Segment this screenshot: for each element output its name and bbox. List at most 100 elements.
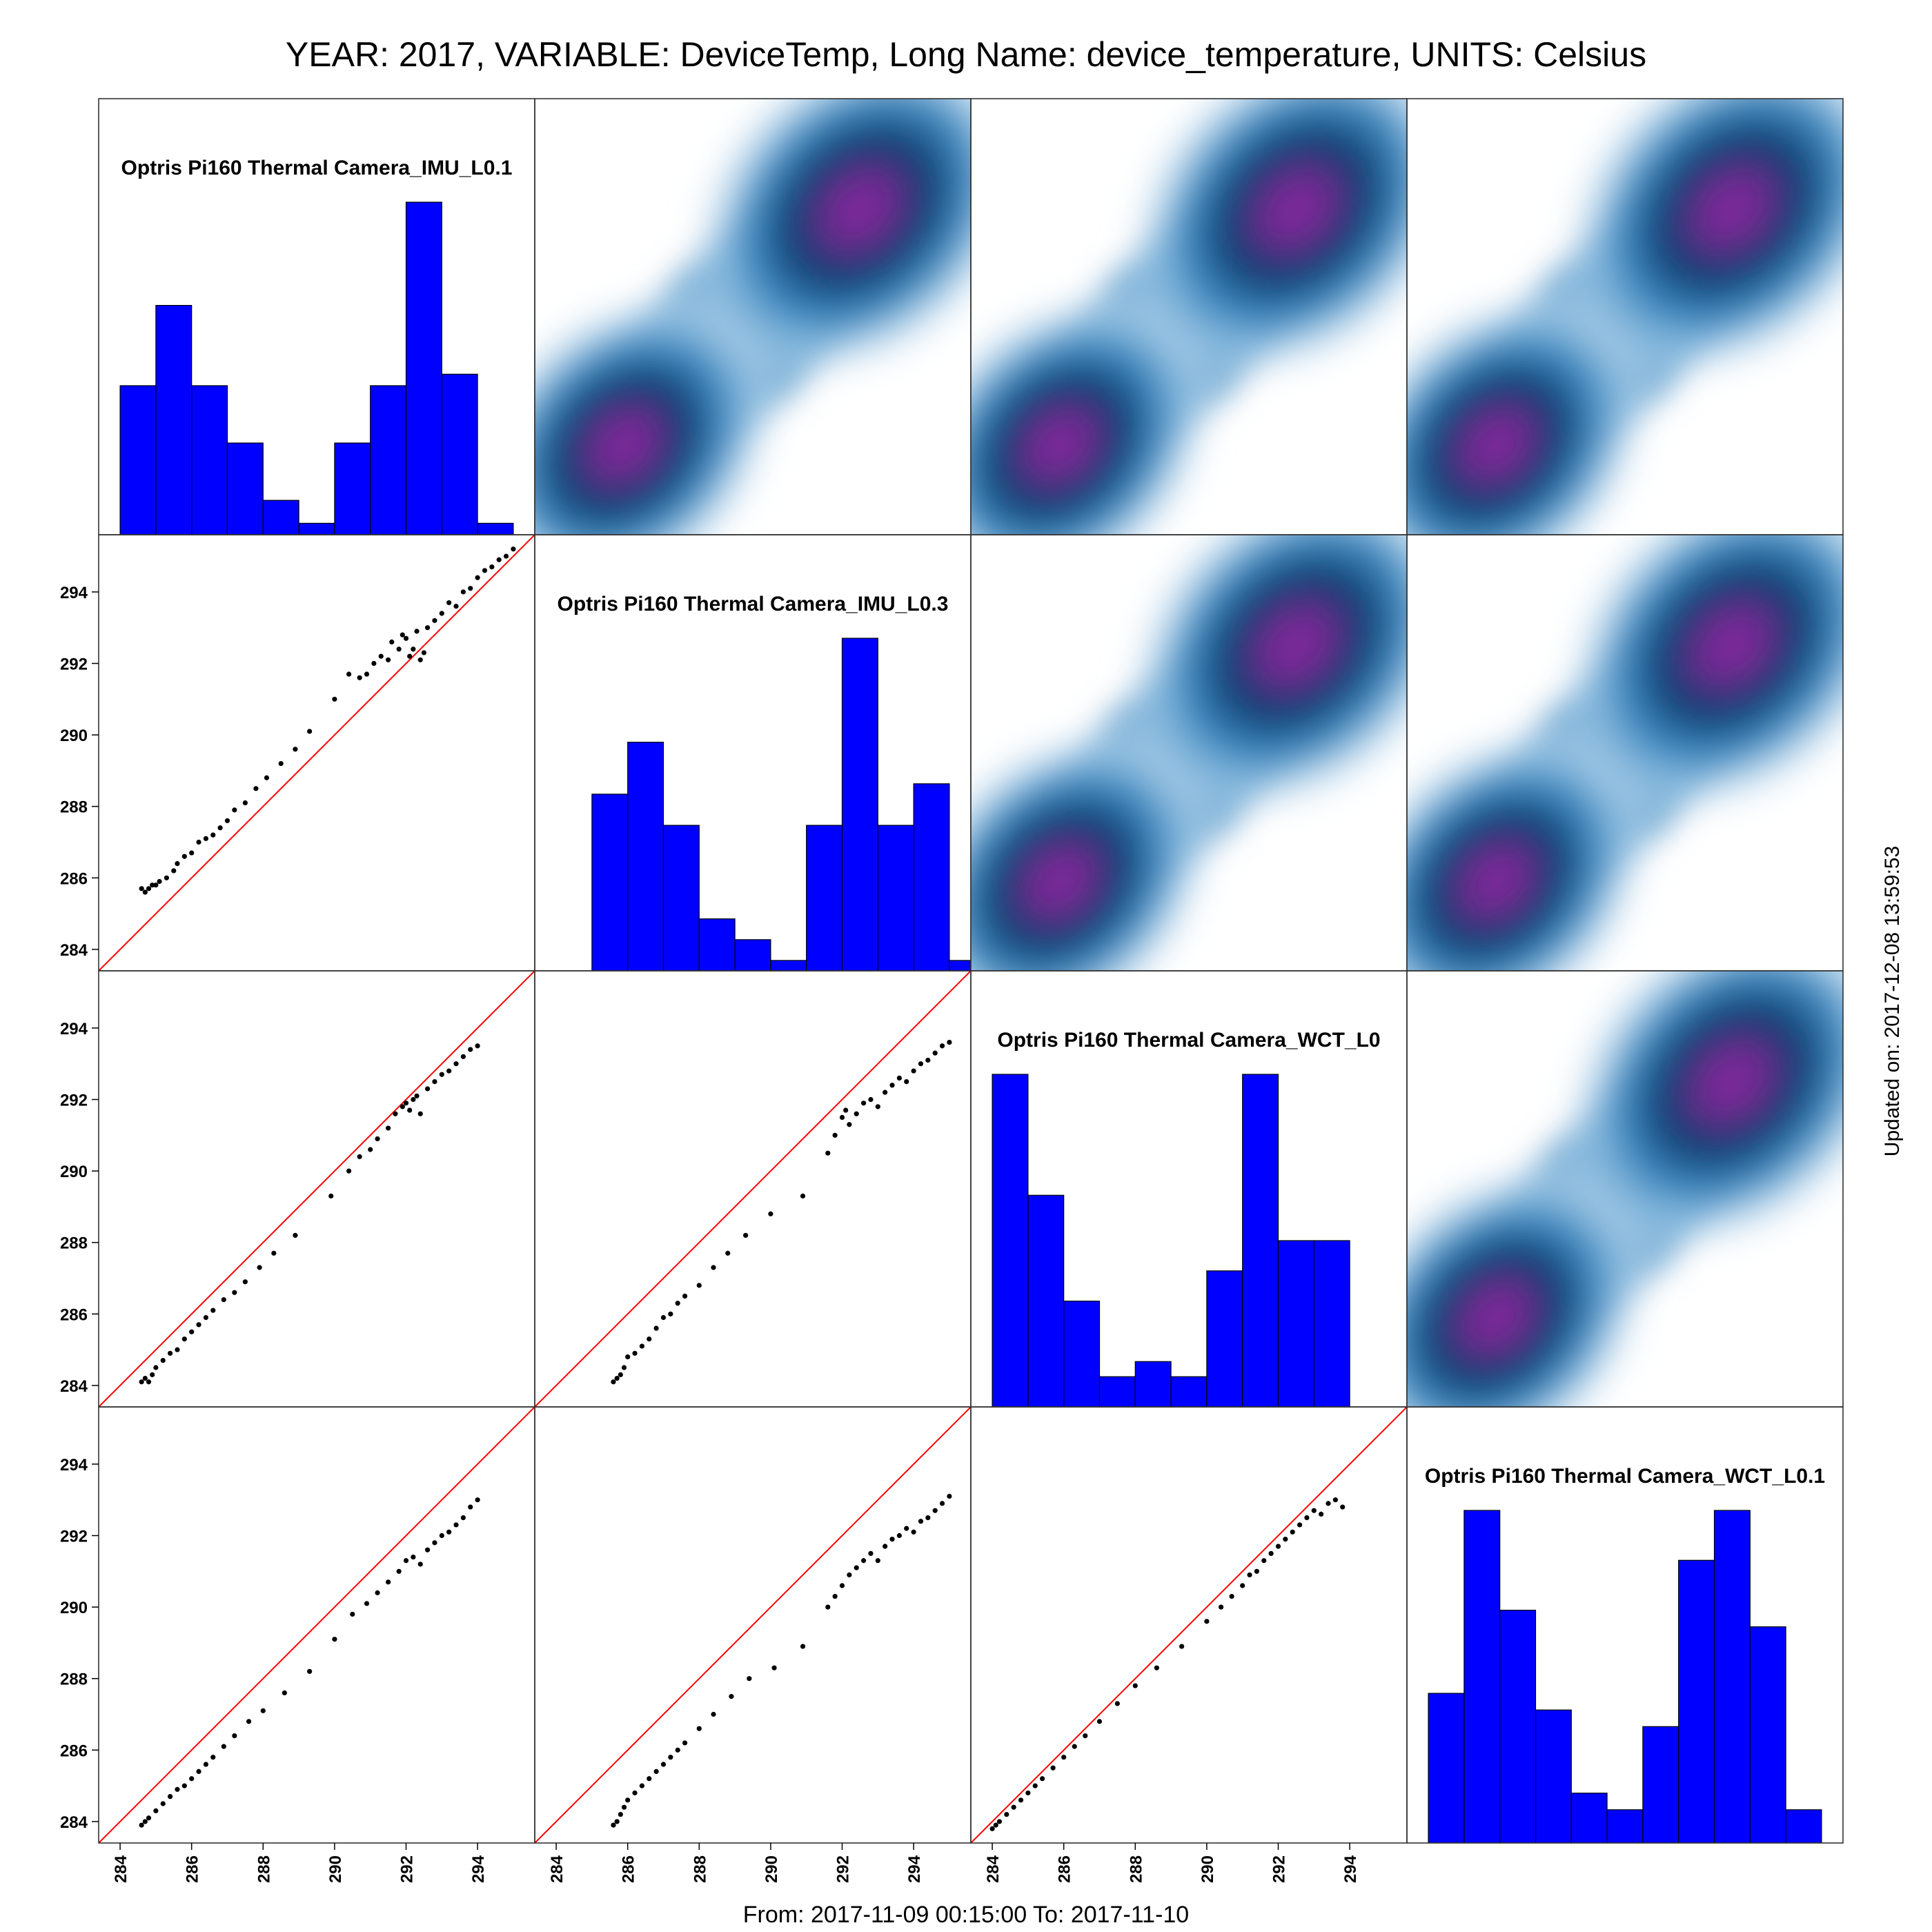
scatter-point	[157, 878, 162, 885]
scatter-point	[989, 1826, 995, 1831]
panel-r1-c1: Optris Pi160 Thermal Camera_IMU_L0.3	[534, 534, 972, 972]
scatter-point	[868, 1550, 874, 1556]
scatter-point	[653, 1325, 659, 1331]
scatter-point	[393, 1111, 398, 1116]
scatter-point	[1025, 1790, 1031, 1796]
scatter-point	[460, 1054, 466, 1059]
scatter-point	[625, 1354, 631, 1360]
scatter-point	[307, 729, 313, 734]
scatter-point	[396, 647, 402, 652]
scatter-point	[503, 553, 509, 559]
scatter-point	[417, 1111, 423, 1116]
scatter-point	[1268, 1550, 1274, 1556]
panel-r2-c0	[98, 970, 535, 1408]
panel-r1-c3	[1406, 534, 1844, 972]
density-layer	[1407, 971, 1843, 1407]
scatter-point	[475, 1497, 480, 1503]
scatter-point	[632, 1790, 638, 1796]
scatter-point	[364, 1601, 370, 1606]
scatter-point	[278, 760, 284, 767]
scatter-point	[496, 557, 502, 562]
panel-r1-c0	[98, 534, 535, 972]
scatter-point	[847, 1122, 852, 1127]
scatter-point	[911, 1068, 916, 1074]
scatter-point	[618, 1811, 623, 1817]
scatter-point	[389, 639, 395, 645]
y-tick-label: 290	[60, 1163, 88, 1181]
scatter-point	[639, 1783, 645, 1788]
scatter-point	[224, 818, 230, 824]
histogram-bar	[627, 742, 664, 971]
scatter-point	[660, 1314, 667, 1321]
histogram-bar	[1713, 1510, 1751, 1843]
scatter-point	[647, 1336, 652, 1342]
scatter-point	[346, 671, 352, 677]
scatter-point	[911, 1529, 916, 1535]
scatter-point	[839, 1583, 845, 1588]
histogram-bar	[191, 385, 228, 535]
y-tick-label: 290	[60, 1599, 88, 1617]
scatter-point	[947, 1040, 952, 1045]
scatter-point	[711, 1711, 716, 1717]
panel-title: Optris Pi160 Thermal Camera_IMU_L0.3	[558, 593, 949, 615]
scatter-point	[386, 1579, 391, 1585]
panel-r3-c2	[970, 1406, 1408, 1844]
histogram-bar	[591, 793, 629, 971]
y-tick-label: 290	[60, 727, 88, 745]
scatter-point	[253, 786, 259, 791]
scatter-point	[1018, 1797, 1024, 1803]
panel-grid: Optris Pi160 Thermal Camera_IMU_L0.1 Optr…	[60, 98, 1844, 1883]
x-tick-label: 286	[1056, 1855, 1074, 1883]
scatter-point	[889, 1537, 895, 1542]
density-peak-high	[1118, 99, 1407, 387]
scatter-point	[918, 1061, 924, 1067]
scatter-point	[439, 1072, 444, 1077]
scatter-point	[242, 800, 248, 806]
panel-title: Optris Pi160 Thermal Camera_WCT_L0	[997, 1029, 1380, 1052]
scatter-point	[1290, 1529, 1295, 1535]
scatter-point	[511, 546, 516, 552]
histogram-bar	[370, 385, 407, 535]
scatter-point	[1132, 1683, 1138, 1688]
histogram-bar	[1206, 1270, 1243, 1407]
scatter-point	[868, 1096, 874, 1103]
scatter-point	[357, 1154, 362, 1159]
scatter-point	[839, 1114, 845, 1120]
panel-content	[971, 535, 1407, 971]
histogram-bar	[1606, 1809, 1644, 1843]
scatter-point	[460, 1515, 466, 1521]
density-layer	[971, 99, 1407, 535]
scatter-point	[196, 839, 201, 845]
scatter-point	[1011, 1804, 1016, 1810]
scatter-point	[153, 883, 159, 888]
histogram-bar	[119, 385, 157, 535]
x-tick-label: 288	[255, 1855, 273, 1883]
density-layer	[1407, 535, 1843, 971]
scatter-point	[424, 1547, 431, 1552]
scatter-point	[175, 1786, 180, 1792]
scatter-point	[1283, 1537, 1288, 1542]
scatter-point	[668, 1755, 673, 1760]
scatter-point	[146, 1379, 152, 1385]
histogram-bar	[1535, 1709, 1572, 1843]
scatter-point	[432, 1540, 437, 1546]
scatter-point	[189, 1776, 195, 1782]
histogram-bar	[1027, 1194, 1065, 1407]
scatter-point	[904, 1078, 909, 1085]
density-layer	[1407, 99, 1843, 535]
scatter-point	[1050, 1765, 1056, 1771]
scatter-point	[1261, 1558, 1267, 1564]
density-peak-low	[1407, 721, 1657, 971]
scatter-point	[257, 1265, 262, 1270]
panel-content	[1407, 971, 1843, 1407]
scatter-point	[400, 632, 405, 638]
y-tick-label: 292	[60, 655, 88, 673]
scatter-point	[1332, 1497, 1338, 1503]
scatter-point	[996, 1819, 1003, 1824]
scatter-point	[747, 1676, 752, 1682]
histogram-bar	[1570, 1793, 1608, 1843]
x-tick-label: 284	[112, 1855, 130, 1883]
scatter-point	[439, 611, 444, 616]
histogram-bar	[1242, 1074, 1279, 1407]
histogram-bar	[1678, 1559, 1715, 1843]
